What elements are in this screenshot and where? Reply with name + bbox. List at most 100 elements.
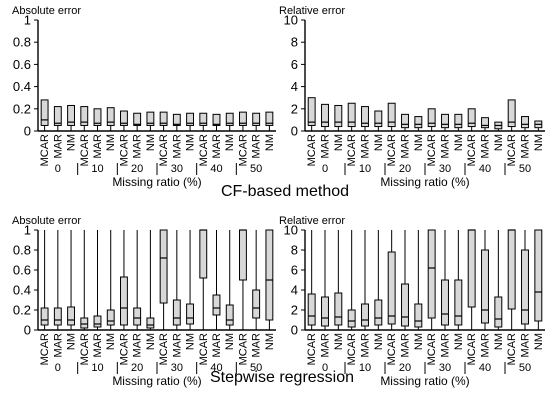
bottom-left-ytick-label: 0.4 <box>13 283 31 298</box>
bottom-left-mechanism-label: MAR <box>251 333 263 358</box>
bottom-left-mechanism-label: NM <box>66 333 78 350</box>
bottom-left-ratio-label: 10 <box>91 362 103 374</box>
bottom-left-mechanism-label: MCAR <box>79 333 91 365</box>
top-left-mechanism-label: MCAR <box>39 134 51 166</box>
bottom-left-ylabel: Absolute error <box>12 215 81 227</box>
top-right-box <box>361 106 369 128</box>
top-right-ytick-label: 4 <box>291 79 298 94</box>
bottom-right-mechanism-label: MAR <box>440 333 452 358</box>
top-left-mechanism-label: MAR <box>251 134 263 159</box>
top-left-box <box>252 112 261 126</box>
bottom-left-box <box>133 307 142 326</box>
top-left-ytick-label: 0.2 <box>13 101 31 116</box>
top-right-mechanism-label: MAR <box>320 134 332 159</box>
bottom-right-mechanism-label: NM <box>493 333 505 350</box>
bottom-right-ytick-label: 6 <box>291 263 298 278</box>
top-left-box <box>53 106 62 126</box>
top-left-box <box>80 106 89 126</box>
top-left-mechanism-label: NM <box>145 134 157 151</box>
bottom-left-ytick-label: 0 <box>24 323 31 338</box>
bottom-right-ratio-label: 40 <box>479 362 491 374</box>
top-right-mechanism-label: NM <box>333 134 345 151</box>
top-right-mechanism-label: NM <box>533 134 545 151</box>
top-left-ratio-label: 30 <box>171 163 183 175</box>
bottom-right-box <box>481 249 489 324</box>
bottom-left-mechanism-label: MAR <box>132 333 144 358</box>
top-left-box <box>199 112 208 126</box>
top-left-ratio-label: 50 <box>250 163 262 175</box>
top-left-box <box>159 111 168 126</box>
bottom-left-box <box>80 317 89 329</box>
top-right-box <box>454 113 463 129</box>
bottom-right-mechanism-label: MCAR <box>466 333 478 365</box>
bottom-left-mechanism-label: MCAR <box>39 333 51 365</box>
top-left-ratio-label: 0 <box>55 163 61 175</box>
bottom-right-box <box>347 309 356 328</box>
bottom-right-ytick-label: 0 <box>291 323 298 338</box>
bottom-right-box <box>441 279 449 326</box>
top-left-mechanism-label: MCAR <box>118 134 130 166</box>
bottom-left-box <box>93 315 102 328</box>
bottom-right-mechanism-label: NM <box>373 333 385 350</box>
top-left-box <box>172 113 181 126</box>
bottom-left-ratio-label: 30 <box>171 362 183 374</box>
top-right-mechanism-label: NM <box>413 134 425 151</box>
top-left-ratio-label: 20 <box>131 163 143 175</box>
top-right-box <box>307 97 316 126</box>
bottom-left-box <box>67 306 75 326</box>
top-right-ratio-label: 0 <box>322 163 328 175</box>
top-right-box <box>521 116 529 129</box>
top-right-mechanism-label: NM <box>453 134 465 151</box>
top-left-ratio-label: 40 <box>210 163 222 175</box>
bottom-left-box <box>172 299 181 326</box>
bottom-right-box <box>307 293 316 326</box>
bottom-left-box <box>106 309 115 326</box>
bottom-right-box <box>494 296 503 328</box>
bottom-right-mechanism-label: MAR <box>520 333 532 358</box>
top-right-mechanism-label: NM <box>373 134 385 151</box>
top-left-box <box>146 111 155 126</box>
top-right-box <box>401 113 409 129</box>
bottom-right-xlabel: Missing ratio (%) <box>380 374 469 388</box>
bottom-left-mechanism-label: MAR <box>52 333 64 358</box>
bottom-left-ytick-label: 0.6 <box>13 263 31 278</box>
bottom-right-ratio-label: 0 <box>322 362 328 374</box>
bottom-left-ytick-label: 1 <box>24 223 31 238</box>
bottom-right-ratio-label: 30 <box>439 362 451 374</box>
top-left-ytick-label: 0 <box>24 124 31 139</box>
bottom-left-mechanism-label: NM <box>185 333 197 350</box>
top-left-box <box>133 112 142 126</box>
top-right-mechanism-label: NM <box>493 134 505 151</box>
top-left-box <box>186 112 194 126</box>
top-right-ratio-label: 50 <box>519 163 531 175</box>
top-right-mechanism-label: MCAR <box>346 134 358 166</box>
bottom-right-mechanism-label: NM <box>453 333 465 350</box>
top-right-ylabel: Relative error <box>279 5 345 17</box>
bottom-right-box <box>427 229 436 319</box>
bottom-right-box <box>374 299 383 326</box>
bottom-right-box <box>521 249 529 325</box>
top-left-mechanism-label: MCAR <box>198 134 210 166</box>
top-left-mechanism-label: MAR <box>52 134 64 159</box>
bottom-left-box <box>159 229 168 304</box>
top-left-ytick-label: 1 <box>24 13 31 28</box>
top-right-box <box>347 102 356 128</box>
top-right-mechanism-label: MCAR <box>506 134 518 166</box>
top-right-mechanism-label: MCAR <box>386 134 398 166</box>
top-right-box <box>481 117 489 129</box>
bottom-left-box <box>225 304 234 326</box>
row-title-top: CF-based method <box>221 183 349 200</box>
top-right-ytick-label: 6 <box>291 57 298 72</box>
top-left-box <box>106 107 115 126</box>
top-left-ytick-label: 0.4 <box>13 79 31 94</box>
bottom-right-box <box>334 292 343 326</box>
bottom-right-box <box>534 229 543 322</box>
top-left-mechanism-label: MAR <box>211 134 223 159</box>
bottom-left-mechanism-label: MCAR <box>158 333 170 365</box>
bottom-right-ytick-label: 10 <box>284 223 298 238</box>
bottom-left-box <box>40 307 49 326</box>
top-right-mechanism-label: MAR <box>440 134 452 159</box>
top-right-mechanism-label: MAR <box>480 134 492 159</box>
bottom-left-mechanism-label: MCAR <box>237 333 249 365</box>
